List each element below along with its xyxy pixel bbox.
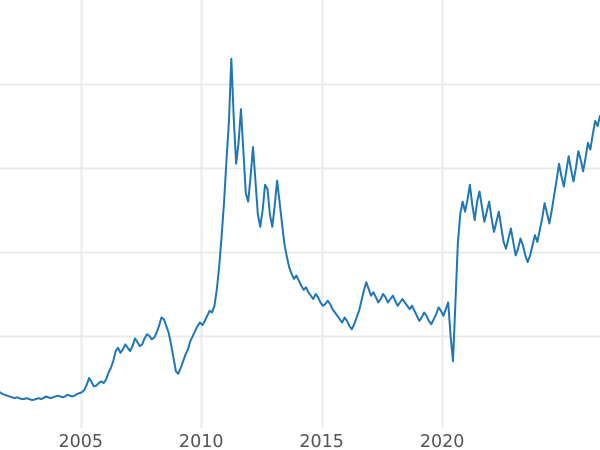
x-tick-label-2010: 2010: [178, 432, 224, 450]
series-line-price: [0, 57, 600, 401]
horizontal-gridlines: [0, 83, 600, 338]
vertical-gridlines: [80, 0, 444, 428]
x-tick-label-2015: 2015: [299, 432, 344, 450]
data-series-group: [0, 57, 600, 401]
x-tick-label-2005: 2005: [58, 432, 103, 450]
x-tick-label-2020: 2020: [419, 432, 465, 450]
